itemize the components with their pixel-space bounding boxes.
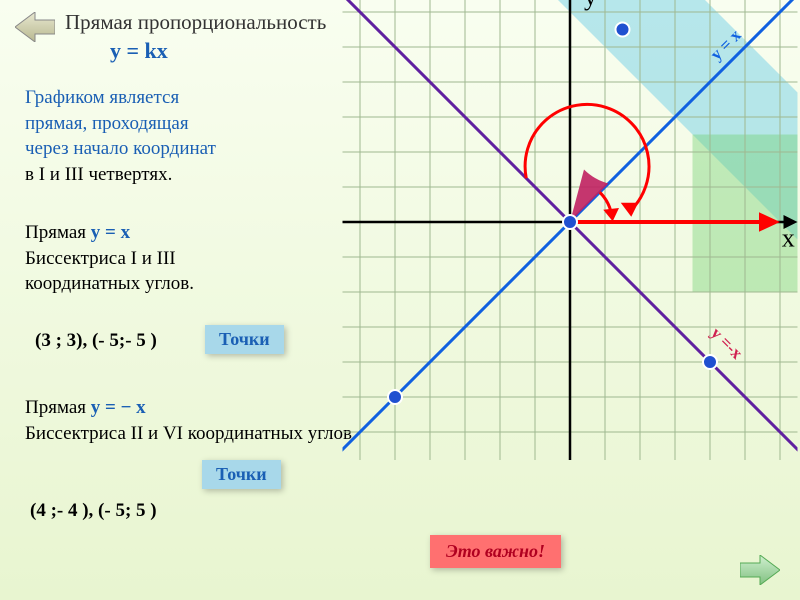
points-button-2[interactable]: Точки (202, 460, 281, 489)
desc1-line2: прямая, проходящая (25, 111, 216, 137)
points-button-1[interactable]: Точки (205, 325, 284, 354)
desc2-line3: координатных углов. (25, 271, 194, 297)
svg-text:y: y (584, 0, 597, 11)
nav-next-button[interactable] (740, 555, 780, 585)
coordinate-graph: yxy = xy =-x (340, 0, 800, 460)
desc1-line1: Графиком является (25, 85, 216, 111)
points-list-2: (4 ;- 4 ), (- 5; 5 ) (30, 500, 157, 522)
svg-text:x: x (782, 224, 795, 253)
nav-prev-button[interactable] (15, 12, 55, 42)
points-list-1: (3 ; 3), (- 5;- 5 ) (35, 330, 157, 352)
formula: y = kx (110, 38, 168, 64)
description-3: Прямая y = − x Биссектриса II и VI коорд… (25, 395, 357, 446)
important-button[interactable]: Это важно! (430, 535, 561, 568)
description-1: Графиком является прямая, проходящая чер… (25, 85, 216, 188)
desc2-line2: Биссектриса I и III (25, 246, 194, 272)
title: Прямая пропорциональность (65, 10, 326, 35)
desc2-line1: Прямая y = x (25, 220, 194, 246)
description-2: Прямая y = x Биссектриса I и III координ… (25, 220, 194, 297)
desc3-line2: Биссектриса II и VI координатных углов. (25, 421, 357, 447)
desc1-line4: в I и III четвертях. (25, 162, 216, 188)
desc1-line3: через начало координат (25, 136, 216, 162)
desc3-line1: Прямая y = − x (25, 395, 357, 421)
